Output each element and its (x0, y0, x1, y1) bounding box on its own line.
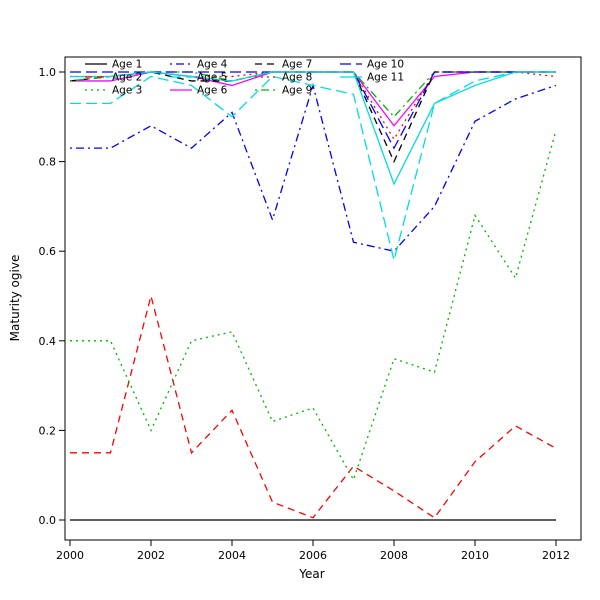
legend-label-age-3: Age 3 (112, 85, 142, 97)
legend-label-age-8: Age 8 (282, 72, 312, 84)
x-axis-label: Year (298, 567, 324, 581)
y-tick-label: 0.0 (39, 514, 57, 527)
x-tick-label: 2012 (542, 549, 570, 562)
legend-label-age-4: Age 4 (197, 59, 228, 71)
y-tick-label: 0.6 (39, 245, 57, 258)
series-line-age-11 (70, 71, 556, 186)
y-axis-label: Maturity ogive (8, 255, 22, 342)
x-tick-label: 2006 (299, 549, 327, 562)
series-line-age-2 (70, 293, 557, 519)
x-tick-label: 2000 (56, 549, 84, 562)
legend-label-age-7: Age 7 (282, 59, 312, 71)
y-tick-label: 1.0 (39, 66, 57, 79)
legend-label-age-9: Age 9 (282, 85, 312, 97)
plot-dynamic-layer: 2000 2002 2004 2006 2008 2010 2012 0.0 0.2 0.4 0.6… (39, 56, 582, 562)
legend-label-age-5: Age 5 (197, 72, 227, 84)
x-tick-label: 2002 (137, 549, 165, 562)
legend-label-age-6: Age 6 (197, 85, 228, 97)
x-tick-label: 2010 (461, 549, 489, 562)
y-tick-label: 0.2 (39, 424, 57, 437)
y-tick-label: 0.8 (39, 156, 57, 169)
y-tick-label: 0.4 (39, 335, 57, 348)
legend-label-age-2: Age 2 (112, 72, 142, 84)
series-line-age-4 (70, 83, 557, 252)
x-tick-label: 2004 (218, 549, 246, 562)
series-line-age-6 (70, 71, 556, 127)
series-line-age-5 (70, 71, 556, 261)
legend-label-age-10: Age 10 (367, 59, 404, 71)
series-line-age-3 (70, 130, 557, 482)
legend-label-age-1: Age 1 (112, 59, 142, 71)
x-tick-label: 2008 (380, 549, 408, 562)
legend-label-age-11: Age 11 (367, 72, 404, 84)
plot-frame (64, 56, 582, 541)
